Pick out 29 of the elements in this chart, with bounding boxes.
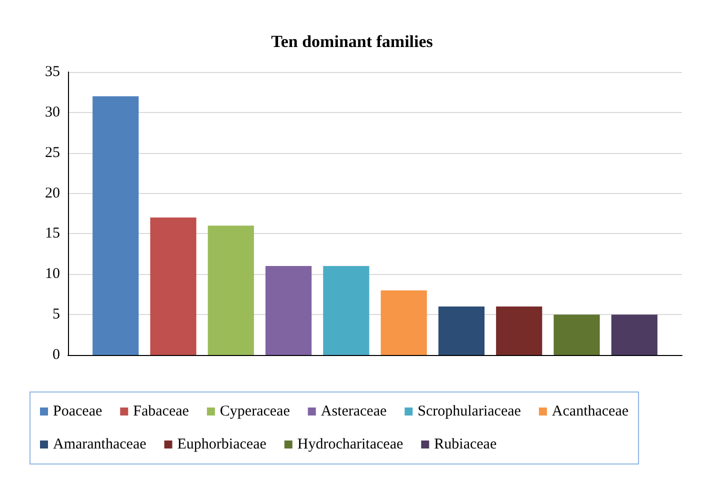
bar xyxy=(380,290,427,355)
y-tick-label: 25 xyxy=(45,144,60,161)
bar xyxy=(611,314,658,355)
y-tick-label: 10 xyxy=(45,266,60,282)
bar xyxy=(92,96,139,355)
legend-label: Amaranthaceae xyxy=(53,436,147,452)
legend-label: Asteraceae xyxy=(320,404,387,420)
legend-label: Euphorbiaceae xyxy=(177,436,267,452)
bar xyxy=(496,306,542,355)
legend-label: Acanthaceae xyxy=(552,404,629,420)
y-tick-label: 20 xyxy=(45,185,60,202)
legend-label: Poaceae xyxy=(53,404,102,420)
legend-label: Fabaceae xyxy=(133,404,190,420)
y-tick-label: 30 xyxy=(45,104,60,120)
chart-title: Ten dominant families xyxy=(271,32,434,51)
y-tick-label: 15 xyxy=(45,226,60,242)
y-tick-label: 35 xyxy=(45,64,60,80)
bar xyxy=(208,226,254,355)
y-tick-label: 0 xyxy=(52,347,60,363)
legend-label: Rubiaceae xyxy=(434,436,497,452)
bar xyxy=(438,306,485,355)
legend-label: Scrophulariaceae xyxy=(418,404,522,420)
bar xyxy=(265,266,312,355)
bar xyxy=(150,218,196,355)
legend-label: Hydrocharitaceae xyxy=(297,436,404,452)
legend-label: Cyperaceae xyxy=(220,404,290,420)
bar xyxy=(323,266,370,355)
bar xyxy=(554,314,600,355)
y-tick-label: 5 xyxy=(52,306,60,323)
